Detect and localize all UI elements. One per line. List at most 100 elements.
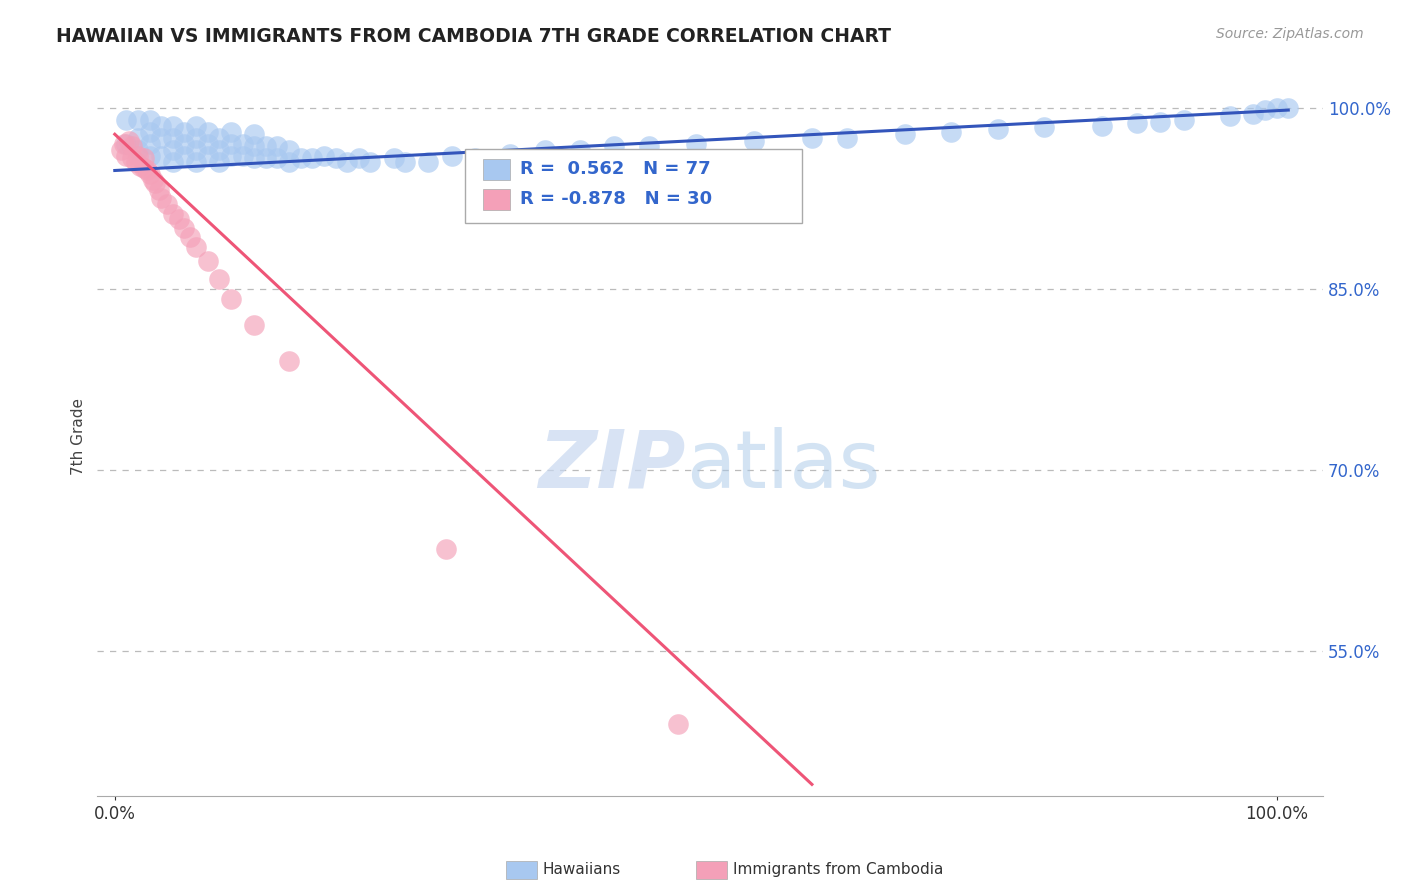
Text: R =  0.562   N = 77: R = 0.562 N = 77: [520, 160, 711, 178]
Point: [197, 149, 219, 163]
Point: [110, 143, 132, 157]
Point: [800, 131, 823, 145]
Point: [336, 155, 359, 169]
Point: [150, 131, 173, 145]
Bar: [484, 159, 510, 180]
Point: [1241, 106, 1264, 120]
Point: [208, 131, 231, 145]
Point: [254, 152, 277, 166]
Point: [145, 176, 167, 190]
Point: [382, 152, 405, 166]
Point: [150, 149, 173, 163]
Point: [666, 717, 689, 731]
Point: [499, 146, 522, 161]
Point: [219, 125, 242, 139]
Point: [278, 354, 301, 368]
Point: [184, 239, 207, 253]
Point: [418, 155, 440, 169]
Point: [266, 152, 288, 166]
Point: [941, 125, 963, 139]
Point: [138, 149, 160, 163]
Point: [243, 152, 266, 166]
Point: [136, 163, 159, 178]
Point: [243, 127, 266, 141]
Point: [173, 136, 195, 151]
Point: [156, 197, 179, 211]
Point: [184, 143, 207, 157]
Text: Hawaiians: Hawaiians: [543, 863, 621, 877]
Point: [162, 131, 184, 145]
Point: [121, 139, 143, 153]
Point: [208, 155, 231, 169]
Point: [219, 292, 242, 306]
Point: [1091, 119, 1114, 133]
Point: [278, 143, 301, 157]
Point: [115, 136, 138, 151]
Point: [219, 136, 242, 151]
Point: [1173, 112, 1195, 127]
Point: [162, 119, 184, 133]
Point: [184, 119, 207, 133]
Point: [118, 135, 141, 149]
Point: [232, 149, 254, 163]
Point: [278, 155, 301, 169]
Point: [1265, 101, 1288, 115]
Point: [325, 152, 347, 166]
Point: [254, 139, 277, 153]
Point: [394, 155, 416, 169]
Point: [742, 135, 765, 149]
Point: [835, 131, 858, 145]
Point: [127, 112, 149, 127]
Point: [533, 143, 555, 157]
Point: [173, 221, 195, 235]
Point: [208, 143, 231, 157]
Point: [464, 152, 486, 166]
Point: [1149, 115, 1171, 129]
Point: [347, 152, 370, 166]
Point: [685, 136, 707, 151]
Point: [603, 139, 626, 153]
Point: [115, 149, 138, 163]
Point: [132, 152, 155, 166]
Point: [197, 136, 219, 151]
Point: [312, 149, 335, 163]
Point: [184, 155, 207, 169]
Point: [987, 122, 1010, 136]
Point: [162, 155, 184, 169]
Point: [129, 159, 152, 173]
Point: [150, 191, 173, 205]
Point: [112, 136, 135, 151]
Point: [290, 152, 312, 166]
Point: [162, 207, 184, 221]
Point: [138, 167, 160, 181]
Point: [266, 139, 288, 153]
Point: [173, 125, 195, 139]
Point: [197, 125, 219, 139]
Point: [1126, 116, 1149, 130]
Point: [127, 143, 149, 157]
Point: [1277, 101, 1299, 115]
Point: [138, 125, 160, 139]
Text: Immigrants from Cambodia: Immigrants from Cambodia: [733, 863, 943, 877]
Point: [167, 211, 190, 226]
Point: [125, 155, 148, 169]
Bar: [484, 189, 510, 211]
Point: [127, 131, 149, 145]
Point: [197, 254, 219, 268]
Text: atlas: atlas: [686, 426, 880, 505]
Point: [162, 143, 184, 157]
Text: R = -0.878   N = 30: R = -0.878 N = 30: [520, 190, 713, 208]
Point: [1254, 103, 1277, 117]
Point: [1033, 120, 1056, 134]
Point: [219, 149, 242, 163]
Point: [148, 183, 170, 197]
Point: [894, 127, 917, 141]
Y-axis label: 7th Grade: 7th Grade: [72, 399, 86, 475]
Point: [243, 318, 266, 333]
Point: [150, 119, 173, 133]
Point: [132, 161, 155, 175]
Point: [243, 139, 266, 153]
Text: Source: ZipAtlas.com: Source: ZipAtlas.com: [1216, 27, 1364, 41]
Point: [138, 136, 160, 151]
Point: [127, 149, 149, 163]
